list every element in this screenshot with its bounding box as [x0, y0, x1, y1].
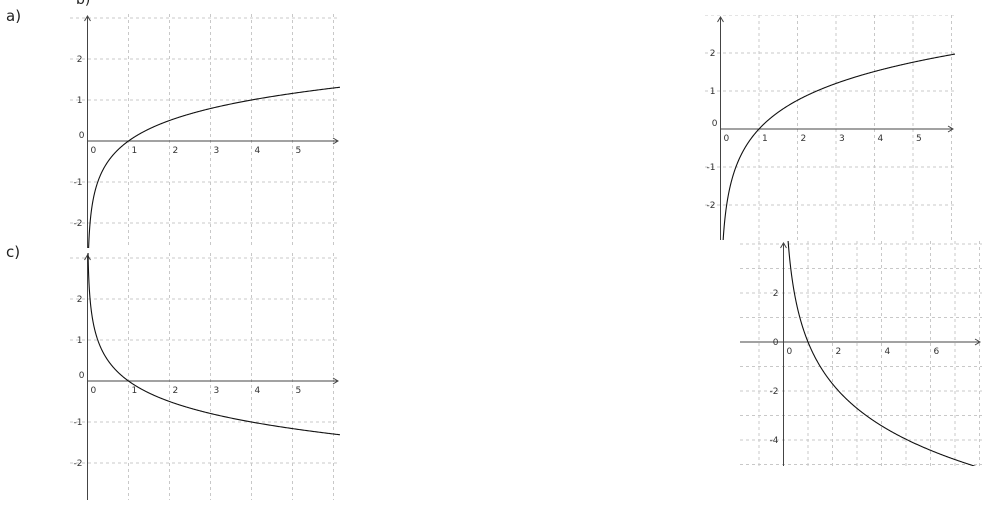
x-tick-label: 5 — [296, 386, 302, 396]
x-tick-label: 5 — [296, 146, 302, 156]
y-tick-label: -4 — [770, 436, 779, 446]
x-tick-label: 2 — [173, 146, 179, 156]
x-tick-label: 4 — [878, 134, 884, 144]
label-a: a) — [6, 7, 22, 25]
y-tick-label: -1 — [74, 418, 83, 428]
label-c: c) — [6, 243, 21, 261]
y-tick-label: -2 — [74, 459, 83, 469]
y-tick-label: 1 — [77, 336, 83, 346]
x-tick-label: 4 — [255, 386, 261, 396]
x-axis-arrow — [974, 338, 981, 346]
x-tick-label: 2 — [836, 347, 842, 357]
graph-d: 0 2 4 6 2 0 -2 -4 — [740, 241, 982, 466]
x-tick-label: 4 — [885, 347, 891, 357]
graph-a: 0 1 2 3 4 5 2 1 0 -1 -2 — [70, 14, 340, 248]
x-tick-label: 1 — [132, 386, 138, 396]
graph-a-svg: 0 1 2 3 4 5 2 1 0 -1 -2 — [70, 14, 340, 248]
graph-b-svg: 0 1 2 3 4 5 2 1 0 -1 -2 — [705, 15, 955, 240]
graph-b: 0 1 2 3 4 5 2 1 0 -1 -2 — [705, 15, 955, 240]
x-axis-arrow — [332, 137, 339, 145]
x-tick-label: 0 — [91, 146, 97, 156]
y-tick-label: 1 — [77, 96, 83, 106]
graph-c: 0 1 2 3 4 5 2 1 0 -1 -2 — [70, 253, 340, 500]
y-axis-arrow — [84, 254, 91, 261]
y-tick-label: -1 — [707, 163, 716, 173]
x-tick-label: 2 — [801, 134, 807, 144]
y-tick-label: 0 — [79, 371, 85, 381]
series-curve — [87, 253, 340, 436]
x-tick-label: 5 — [916, 134, 922, 144]
y-tick-label: 2 — [773, 289, 779, 299]
series-curve — [88, 86, 340, 248]
label-b: b) — [76, 0, 91, 8]
y-tick-label: 0 — [79, 131, 85, 141]
series-curve — [722, 53, 955, 240]
x-axis-arrow — [947, 125, 954, 133]
x-tick-label: 6 — [934, 347, 940, 357]
y-tick-label: -2 — [74, 219, 83, 229]
y-axis-arrow — [84, 15, 91, 22]
x-tick-label: 3 — [839, 134, 845, 144]
y-tick-label: 2 — [77, 55, 83, 65]
x-tick-label: 0 — [787, 347, 793, 357]
y-tick-label: 0 — [712, 119, 718, 129]
x-tick-label: 4 — [255, 146, 261, 156]
y-tick-label: 1 — [710, 87, 716, 97]
x-tick-label: 0 — [724, 134, 730, 144]
y-tick-label: 0 — [773, 338, 779, 348]
graph-c-svg: 0 1 2 3 4 5 2 1 0 -1 -2 — [70, 253, 340, 500]
x-tick-label: 3 — [214, 146, 220, 156]
x-tick-label: 3 — [214, 386, 220, 396]
series-curve — [787, 241, 977, 466]
y-tick-label: 2 — [77, 295, 83, 305]
x-tick-label: 2 — [173, 386, 179, 396]
x-tick-label: 1 — [762, 134, 768, 144]
y-tick-label: -2 — [770, 387, 779, 397]
x-tick-label: 0 — [91, 386, 97, 396]
y-tick-label: -2 — [707, 201, 716, 211]
x-axis-arrow — [332, 377, 339, 385]
x-tick-label: 1 — [132, 146, 138, 156]
y-tick-label: -1 — [74, 178, 83, 188]
y-axis-arrow — [780, 242, 787, 249]
graph-d-svg: 0 2 4 6 2 0 -2 -4 — [740, 241, 982, 466]
y-tick-label: 2 — [710, 49, 716, 59]
y-axis-arrow — [717, 16, 724, 23]
